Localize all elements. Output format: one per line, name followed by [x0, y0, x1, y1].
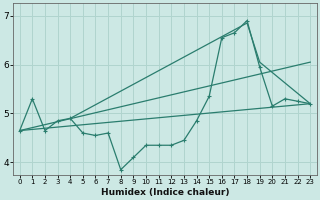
X-axis label: Humidex (Indice chaleur): Humidex (Indice chaleur): [101, 188, 229, 197]
